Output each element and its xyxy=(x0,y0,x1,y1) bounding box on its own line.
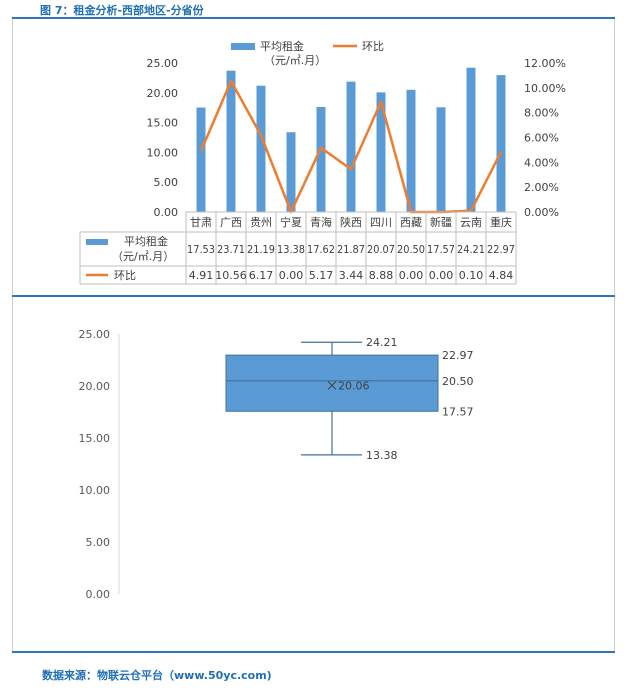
table-row-label-1: 平均租金 xyxy=(124,234,168,248)
bar xyxy=(346,81,356,212)
frame2-left xyxy=(12,297,13,651)
median-label: 20.50 xyxy=(442,375,474,388)
bar xyxy=(376,92,386,212)
y2-tick-label: 8.00% xyxy=(524,107,559,120)
bar xyxy=(226,70,236,212)
bar xyxy=(196,107,206,212)
table-line-value: 4.84 xyxy=(489,269,514,282)
y2-tick-label: 2.00% xyxy=(524,181,559,194)
table-bar-value: 21.87 xyxy=(337,243,365,256)
x-category-label: 广西 xyxy=(220,216,242,229)
y-tick-label: 10.00 xyxy=(147,146,179,159)
bar xyxy=(286,132,296,212)
y-tick-label: 15.00 xyxy=(79,432,111,445)
legend-bar-swatch xyxy=(231,43,255,50)
x-category-label: 新疆 xyxy=(430,215,452,229)
bar xyxy=(316,106,326,212)
table-line-value: 4.91 xyxy=(189,269,214,282)
legend-bar-label-2: （元/㎡.月） xyxy=(264,54,326,67)
x-category-label: 西藏 xyxy=(400,216,422,229)
x-category-label: 甘肃 xyxy=(190,216,212,229)
table-bar-value: 21.19 xyxy=(247,243,275,256)
y2-tick-label: 4.00% xyxy=(524,156,559,169)
legend-bar-label-1: 平均租金 xyxy=(260,39,304,53)
frame-left xyxy=(12,19,13,294)
min-label: 13.38 xyxy=(366,449,398,462)
table-bar-value: 13.38 xyxy=(277,243,305,256)
bottom-rule xyxy=(12,651,615,653)
max-label: 24.21 xyxy=(366,336,398,349)
x-category-label: 重庆 xyxy=(490,215,512,229)
table-bar-value: 17.62 xyxy=(307,243,335,256)
mean-label: 20.06 xyxy=(338,379,370,392)
table-line-value: 6.17 xyxy=(249,269,274,282)
table-line-value: 3.44 xyxy=(339,269,364,282)
table-line-value: 8.88 xyxy=(369,269,394,282)
figure-title: 图 7：租金分析-西部地区-分省份 xyxy=(40,4,204,17)
y-tick-label: 10.00 xyxy=(79,484,111,497)
table-row-label-2: （元/㎡.月） xyxy=(112,250,174,263)
table-row-label-3: 环比 xyxy=(114,269,136,282)
bar xyxy=(496,75,506,212)
x-category-label: 宁夏 xyxy=(280,215,302,229)
y-tick-label: 25.00 xyxy=(147,57,179,70)
x-category-label: 云南 xyxy=(460,216,482,229)
y2-tick-label: 6.00% xyxy=(524,132,559,145)
rent-box-plot: 0.00 5.00 10.00 15.00 20.00 25.00 24.21 22.97 20… xyxy=(79,328,474,601)
x-category-label: 陕西 xyxy=(340,215,362,229)
frame-right xyxy=(614,19,615,294)
table-line-value: 0.00 xyxy=(399,269,424,282)
y-tick-label: 5.00 xyxy=(86,536,111,549)
y-tick-label: 0.00 xyxy=(154,206,179,219)
table-bar-value: 22.97 xyxy=(487,243,515,256)
frame2-right xyxy=(614,297,615,651)
table-bar-value: 23.71 xyxy=(217,243,245,256)
table-bar-value: 20.07 xyxy=(367,243,395,256)
y-tick-label: 0.00 xyxy=(86,588,111,601)
bar xyxy=(436,107,446,212)
x-category-label: 青海 xyxy=(310,215,332,229)
table-bar-value: 24.21 xyxy=(457,243,485,256)
y-tick-label: 15.00 xyxy=(147,117,179,130)
middle-rule xyxy=(12,295,615,297)
bar xyxy=(256,85,266,212)
mean-marker xyxy=(327,381,337,390)
table-bar-value: 17.57 xyxy=(427,243,455,256)
y2-tick-label: 12.00% xyxy=(524,57,566,70)
top-rule xyxy=(12,17,615,19)
y2-tick-label: 10.00% xyxy=(524,82,566,95)
y-tick-label: 5.00 xyxy=(154,176,179,189)
box-iqr xyxy=(225,354,439,412)
bar xyxy=(406,89,416,212)
x-category-label: 贵州 xyxy=(250,216,272,229)
table-bar-value: 20.50 xyxy=(397,243,425,256)
q1-label: 17.57 xyxy=(442,405,474,418)
table-line-value: 5.17 xyxy=(309,269,334,282)
y2-tick-label: 0.00% xyxy=(524,206,559,219)
bar xyxy=(466,67,476,212)
source-note: 数据来源：物联云仓平台（www.50yc.com) xyxy=(42,669,272,682)
q3-label: 22.97 xyxy=(442,349,474,362)
table-line-value: 0.10 xyxy=(459,269,484,282)
table-line-value: 0.00 xyxy=(429,269,454,282)
table-bar-value: 17.53 xyxy=(187,243,215,256)
x-category-label: 四川 xyxy=(370,216,392,229)
y-tick-label: 20.00 xyxy=(147,87,179,100)
table-line-value: 0.00 xyxy=(279,269,304,282)
rent-bar-line-chart: 0.00 5.00 10.00 15.00 20.00 25.00 0.00% 2.00% 4.… xyxy=(79,39,566,285)
y-tick-label: 25.00 xyxy=(79,328,111,341)
legend-line-label: 环比 xyxy=(362,40,384,53)
y-tick-label: 20.00 xyxy=(79,380,111,393)
table-line-value: 10.56 xyxy=(215,269,247,282)
table-bar-key xyxy=(86,239,108,245)
